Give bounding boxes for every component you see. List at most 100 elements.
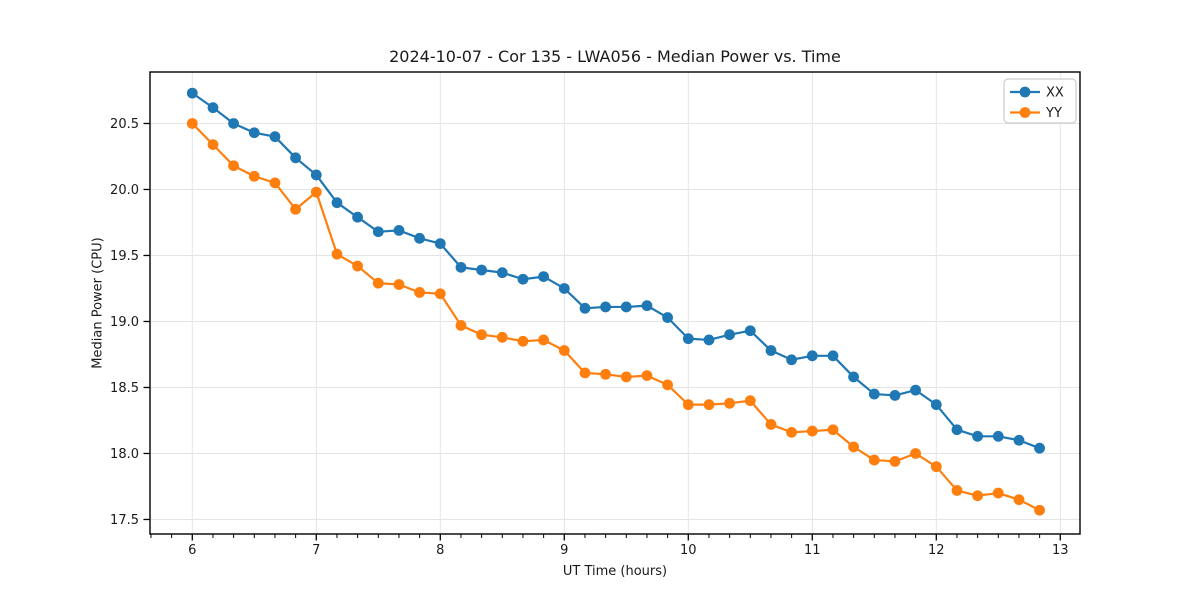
data-point-yy	[352, 260, 363, 272]
data-point-yy	[290, 203, 301, 215]
data-point-yy	[910, 448, 921, 459]
data-point-yy	[310, 186, 322, 198]
data-point-yy	[786, 426, 797, 438]
data-point-yy	[703, 399, 715, 411]
x-tick-label: 6	[188, 543, 196, 558]
x-tick-label: 9	[560, 543, 568, 558]
x-tick-label: 8	[436, 543, 444, 558]
data-point-yy	[414, 287, 425, 298]
y-axis-label: Median Power (CPU)	[90, 237, 106, 369]
data-point-xx	[455, 261, 467, 273]
data-point-xx	[476, 264, 487, 276]
data-point-yy	[992, 487, 1004, 499]
data-point-xx	[868, 388, 880, 400]
data-point-yy	[868, 454, 880, 466]
data-point-xx	[972, 430, 983, 442]
x-tick-label: 11	[804, 543, 821, 558]
data-point-xx	[331, 197, 343, 209]
data-point-xx	[910, 384, 921, 396]
data-point-xx	[786, 354, 797, 366]
legend-box	[1003, 78, 1077, 124]
data-point-xx	[393, 225, 405, 236]
data-point-yy	[682, 399, 694, 411]
data-point-yy	[393, 279, 405, 290]
data-point-yy	[579, 367, 591, 379]
data-point-xx	[889, 390, 901, 401]
data-point-xx	[228, 118, 239, 129]
data-point-yy	[1034, 504, 1045, 516]
y-tick-label: 17.5	[110, 513, 139, 528]
data-point-yy	[744, 395, 756, 407]
data-point-xx	[579, 302, 591, 314]
data-point-yy	[1013, 494, 1025, 506]
data-point-yy	[476, 329, 487, 341]
plot-border	[149, 71, 1081, 535]
x-tick-label: 7	[312, 543, 320, 558]
data-point-yy	[930, 461, 942, 473]
data-point-yy	[269, 177, 281, 189]
y-tick-label: 19.5	[110, 249, 139, 264]
x-tick-label: 12	[928, 543, 945, 558]
data-point-yy	[455, 320, 467, 331]
y-tick-label: 20.5	[110, 117, 139, 132]
data-point-yy	[538, 334, 549, 346]
chart-title: 2024-10-07 - Cor 135 - LWA056 - Median P…	[389, 47, 841, 66]
data-point-xx	[951, 424, 963, 436]
data-point-xx	[641, 300, 653, 312]
x-tick-label: 13	[1052, 543, 1069, 558]
x-tick-label: 10	[680, 543, 697, 558]
data-point-xx	[765, 345, 777, 356]
data-point-yy	[889, 456, 901, 467]
data-point-xx	[724, 329, 735, 341]
data-point-yy	[600, 368, 611, 380]
data-point-xx	[517, 273, 529, 285]
data-point-yy	[765, 419, 777, 430]
data-point-yy	[331, 248, 343, 260]
x-axis-label: UT Time (hours)	[562, 564, 668, 579]
data-point-xx	[848, 371, 859, 383]
data-point-yy	[972, 490, 983, 502]
data-point-xx	[992, 430, 1004, 442]
legend-label-yy: YY	[1045, 106, 1062, 121]
y-tick-label: 19.0	[110, 315, 139, 330]
data-point-yy	[558, 345, 570, 356]
data-point-xx	[434, 238, 446, 250]
data-point-xx	[744, 325, 756, 337]
data-point-yy	[827, 424, 839, 436]
data-point-xx	[827, 350, 839, 362]
data-point-xx	[538, 271, 549, 282]
data-point-yy	[724, 397, 735, 409]
series-line-xx	[191, 92, 1041, 450]
data-point-xx	[248, 127, 260, 139]
data-point-xx	[352, 211, 363, 223]
data-point-yy	[806, 425, 818, 437]
data-point-yy	[951, 485, 963, 496]
data-point-xx	[806, 350, 818, 362]
y-tick-label: 20.0	[110, 183, 139, 198]
data-point-xx	[703, 334, 715, 346]
legend-marker-yy	[1019, 107, 1031, 118]
data-point-xx	[496, 267, 508, 279]
data-point-xx	[414, 232, 425, 244]
data-point-yy	[517, 335, 529, 347]
y-tick-label: 18.5	[110, 381, 139, 396]
data-point-yy	[434, 288, 446, 300]
data-point-xx	[1034, 442, 1045, 454]
data-point-yy	[496, 331, 508, 343]
legend-label-xx: XX	[1046, 86, 1064, 101]
data-point-xx	[682, 333, 694, 345]
data-point-yy	[641, 370, 653, 381]
data-point-xx	[600, 301, 611, 313]
data-point-yy	[248, 170, 260, 182]
legend-marker-xx	[1019, 86, 1031, 98]
data-point-yy	[186, 118, 198, 129]
data-point-yy	[620, 371, 632, 383]
data-point-xx	[1013, 434, 1025, 446]
data-point-yy	[848, 441, 859, 453]
data-point-xx	[290, 152, 301, 164]
y-tick-label: 18.0	[110, 447, 139, 462]
data-point-xx	[207, 102, 219, 114]
data-point-xx	[310, 169, 322, 181]
